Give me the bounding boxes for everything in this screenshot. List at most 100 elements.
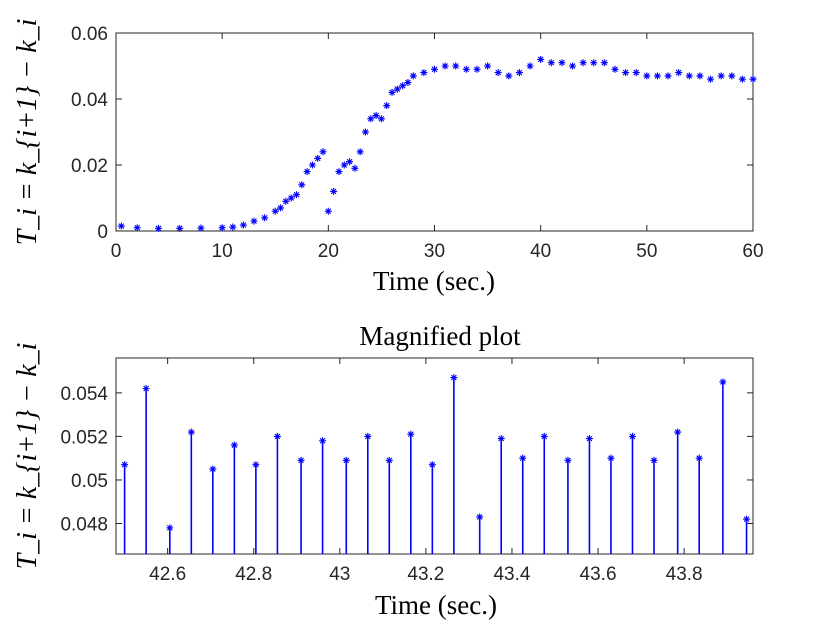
top-data-point [356, 148, 364, 156]
top-data-point [361, 128, 369, 136]
top-data-point [717, 72, 725, 80]
top-data-point [330, 187, 338, 195]
top-data-point [420, 69, 428, 77]
top-data-point [154, 224, 162, 232]
bottom-plot-area [115, 357, 754, 555]
top-data-point [351, 164, 359, 172]
bottom-chart: Magnified plot 42.6 42.8 43 43.2 43.4 43.6 43.… [12, 321, 754, 620]
bottom-stem-marker [121, 461, 129, 469]
bottom-stem-marker [385, 456, 393, 464]
top-data-point [622, 69, 630, 77]
top-data-point [600, 59, 608, 67]
bottom-x-tick-label: 43.8 [666, 564, 703, 585]
bottom-x-tick-label: 43.6 [580, 564, 617, 585]
top-data-point [685, 72, 693, 80]
bottom-stem-marker [297, 456, 305, 464]
top-data-point [494, 69, 502, 77]
bottom-y-tick-label: 0.05 [71, 471, 108, 492]
bottom-stem-marker [342, 456, 350, 464]
top-data-point [388, 88, 396, 96]
top-data-point [239, 221, 247, 229]
top-data-point [298, 181, 306, 189]
bottom-stem-marker [497, 435, 505, 443]
top-data-point [452, 62, 460, 70]
bottom-stem-marker [319, 437, 327, 445]
top-data-point [462, 65, 470, 73]
top-data-point [197, 224, 205, 232]
top-data-point [431, 65, 438, 73]
top-data-point [399, 82, 407, 90]
top-x-axis-label: Time (sec.) [373, 266, 495, 296]
top-data-point [287, 194, 295, 202]
bottom-y-axis-label: T_i = k_{i+1} − k_i [12, 343, 43, 570]
bottom-x-tick-label: 43 [329, 564, 350, 585]
top-chart: 0 10 20 30 40 50 60 0 0.02 0.04 0.06 Time (sec.) T… [12, 19, 764, 296]
top-data-point [664, 72, 672, 80]
top-data-point [738, 75, 746, 83]
top-data-point [117, 222, 125, 230]
top-data-point [346, 158, 354, 166]
top-data-point [277, 204, 285, 212]
top-x-tick-label: 40 [530, 241, 551, 262]
bottom-stem-marker [273, 432, 281, 440]
bottom-stem-marker [719, 378, 727, 386]
bottom-stem-marker [230, 441, 238, 449]
top-data-point [250, 217, 258, 225]
top-data-point [372, 112, 380, 119]
top-data-point [728, 72, 736, 80]
top-data-point [441, 62, 449, 70]
bottom-x-tick-label: 42.8 [235, 564, 272, 585]
bottom-stem-marker [364, 432, 372, 440]
top-x-tick-label: 30 [424, 241, 445, 262]
top-data-point [340, 161, 348, 169]
top-data-point [526, 62, 534, 70]
top-data-point [569, 62, 577, 70]
top-data-point [271, 207, 279, 215]
bottom-stem-marker [650, 456, 658, 464]
bottom-stems [121, 374, 751, 554]
top-x-tick-label: 0 [111, 241, 122, 262]
top-data-point [749, 75, 757, 83]
bottom-x-tick-label: 43.4 [493, 564, 530, 585]
top-data-point [335, 168, 343, 176]
top-data-point [133, 224, 141, 232]
bottom-stem-marker [674, 428, 682, 436]
bottom-stem-marker [187, 428, 195, 436]
bottom-stem-marker [209, 465, 217, 473]
bottom-stem-marker [450, 374, 458, 382]
bottom-stem-marker [628, 432, 636, 440]
top-data-point [218, 224, 226, 232]
bottom-stem-marker [142, 384, 150, 392]
top-data-point [696, 72, 704, 80]
bottom-stem-marker [519, 454, 527, 462]
bottom-stem-marker [166, 524, 174, 532]
bottom-stem-marker [407, 430, 415, 438]
top-data-point [303, 168, 311, 176]
top-data-point [229, 223, 237, 231]
top-data-point [707, 75, 715, 83]
bottom-y-tick-label: 0.054 [60, 384, 108, 405]
top-data-point [515, 69, 523, 77]
top-data-point [308, 161, 316, 169]
top-data-point [282, 197, 290, 205]
top-x-tick-label: 60 [742, 241, 763, 262]
top-data-point [579, 59, 587, 67]
top-data-point [319, 148, 327, 156]
top-data-point [505, 72, 513, 80]
top-data-point [590, 59, 598, 67]
bottom-x-tick-label: 42.6 [149, 564, 186, 585]
bottom-stem-marker [428, 461, 436, 469]
top-axis-ticks: 0 10 20 30 40 50 60 0 0.02 0.04 0.06 [71, 24, 764, 262]
top-y-tick-label: 0.06 [71, 24, 108, 45]
bottom-y-tick-label: 0.048 [60, 515, 108, 536]
top-data-point [547, 59, 555, 67]
top-y-tick-label: 0 [97, 222, 108, 243]
bottom-stem-marker [476, 513, 484, 521]
top-data-point [383, 102, 391, 110]
bottom-y-tick-label: 0.052 [60, 427, 108, 448]
bottom-stem-marker [252, 461, 260, 469]
top-plot-area [115, 32, 754, 232]
top-x-tick-label: 50 [636, 241, 657, 262]
top-x-tick-label: 20 [318, 241, 339, 262]
